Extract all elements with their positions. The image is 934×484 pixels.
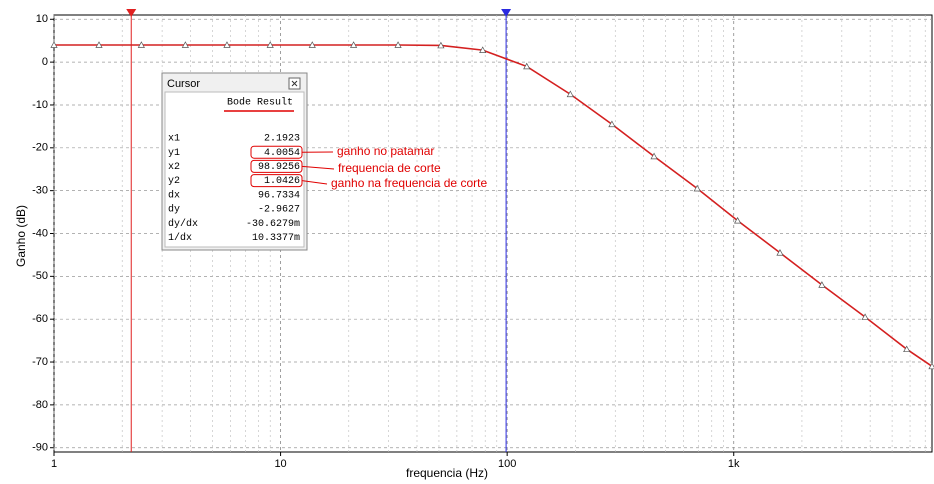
- panel-value: 1.0426: [264, 176, 300, 187]
- panel-key: x1: [168, 134, 180, 145]
- annotation-leader: [301, 165, 335, 170]
- point-marker: [437, 41, 445, 49]
- annotation: frequencia de corte: [338, 161, 441, 175]
- panel-value: -2.9627: [258, 205, 300, 216]
- panel-value: 98.9256: [258, 162, 300, 173]
- point-marker: [479, 46, 487, 53]
- panel-title: Cursor: [167, 78, 200, 90]
- panel-key: dy: [168, 204, 180, 216]
- marks: [50, 9, 934, 452]
- point-marker: [266, 41, 274, 48]
- point-marker: [693, 184, 701, 192]
- y-tick-label: 10: [36, 13, 48, 25]
- y-tick-label: 0: [42, 56, 48, 68]
- cursor-panel: Cursor Bode Result x1 2.1923 y1 4.0054 x2 98.…: [161, 72, 487, 251]
- point-marker: [608, 120, 616, 128]
- point-marker: [818, 281, 826, 288]
- point-marker: [566, 90, 574, 98]
- point-marker: [181, 41, 189, 48]
- point-marker: [903, 345, 911, 353]
- annotation-leader: [301, 180, 328, 185]
- y-tick-label: -10: [32, 99, 48, 111]
- point-marker: [223, 41, 231, 48]
- x-tick-label: 1: [51, 458, 57, 470]
- panel-value: -30.6279m: [246, 219, 300, 230]
- point-marker: [861, 313, 869, 320]
- point-marker: [349, 41, 358, 48]
- point-marker: [50, 41, 58, 48]
- y-axis-label: Ganho (dB): [14, 205, 28, 267]
- point-marker: [650, 152, 658, 160]
- x-tick-label: 1k: [728, 458, 740, 470]
- point-marker: [137, 41, 145, 48]
- x-axis-label: frequencia (Hz): [406, 466, 488, 480]
- y-tick-label: -60: [32, 313, 48, 325]
- y-tick-label: -30: [32, 185, 48, 197]
- panel-value: 96.7334: [258, 190, 300, 201]
- y-tick-label: -70: [32, 356, 48, 368]
- annotation: ganho na frequencia de corte: [331, 176, 487, 190]
- cursor-handle: [126, 9, 137, 17]
- point-marker: [734, 216, 742, 224]
- panel-key: dx: [168, 189, 180, 201]
- point-marker: [308, 41, 316, 48]
- panel-header: Bode Result: [227, 97, 293, 109]
- y-tick-label: -90: [32, 442, 48, 454]
- y-tick-label: -20: [32, 142, 48, 154]
- panel-value: 4.0054: [264, 148, 300, 159]
- cursor-handle: [501, 9, 512, 17]
- point-marker: [394, 41, 402, 48]
- panel-key: 1/dx: [168, 232, 192, 244]
- x-tick-label: 10: [274, 458, 286, 470]
- y-tick-label: -80: [32, 399, 48, 411]
- point-marker: [95, 41, 103, 48]
- close-icon: [291, 80, 298, 87]
- panel-key: x2: [168, 162, 180, 173]
- panel-key: y2: [168, 176, 180, 187]
- point-marker: [523, 62, 531, 70]
- panel-value: 2.1923: [264, 134, 300, 145]
- panel-key: y1: [168, 148, 180, 159]
- annotation: ganho no patamar: [337, 144, 434, 158]
- y-tick-label: -50: [32, 270, 48, 282]
- panel-key: dy/dx: [168, 218, 198, 230]
- x-tick-label: 100: [498, 458, 516, 470]
- series-line: [54, 44, 933, 367]
- y-tick-label: -40: [32, 227, 48, 239]
- panel-body: [164, 91, 305, 248]
- panel-value: 10.3377m: [252, 233, 300, 244]
- point-marker: [776, 249, 784, 256]
